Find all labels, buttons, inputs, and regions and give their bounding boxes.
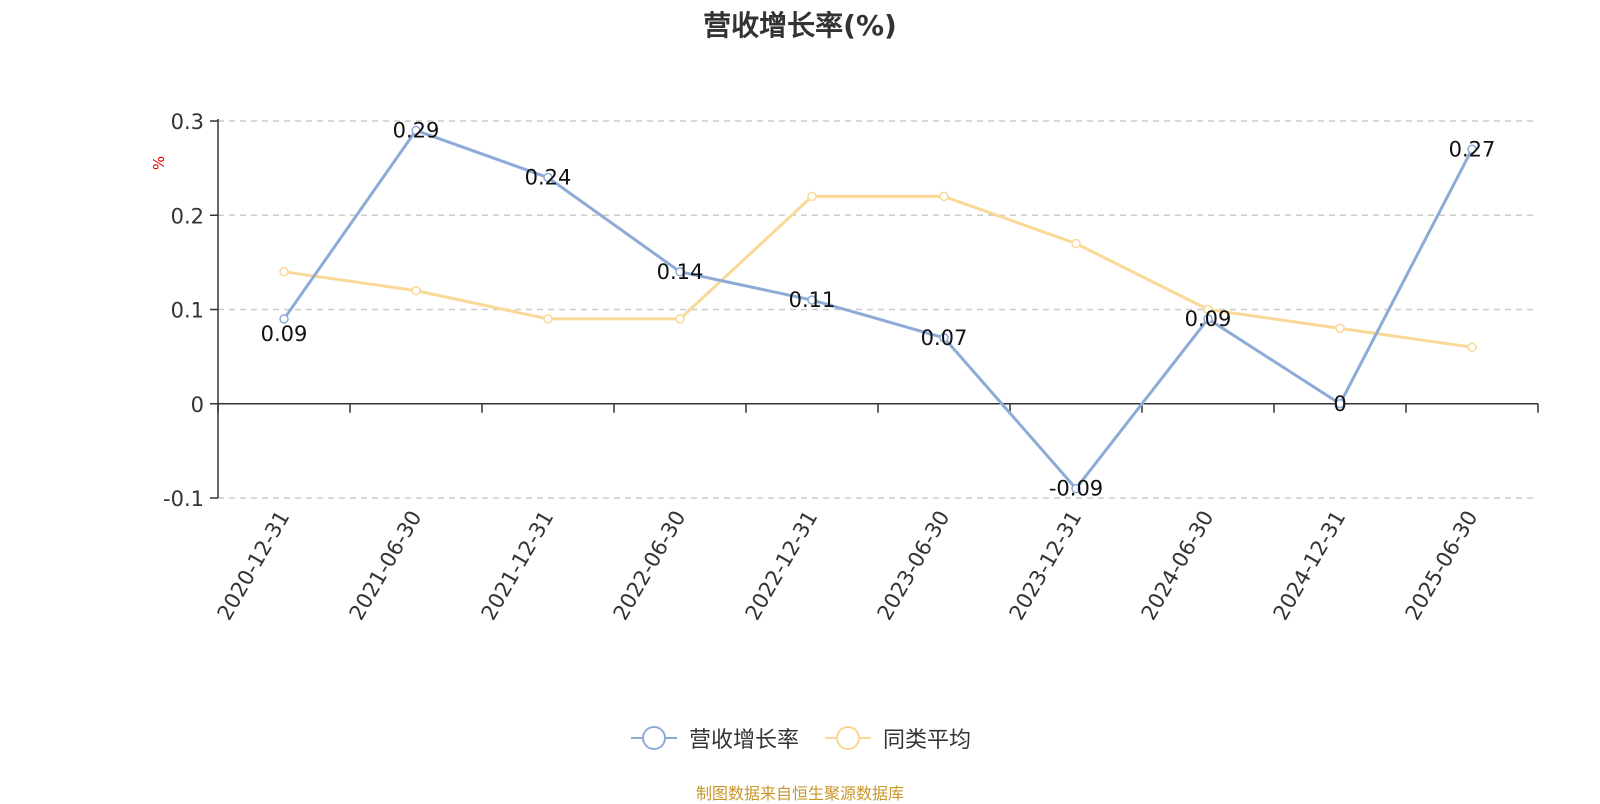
- data-point-1: [1335, 323, 1345, 334]
- data-label: 0.14: [657, 260, 704, 284]
- data-point-0: [807, 295, 817, 305]
- data-label: 0.27: [1449, 137, 1496, 161]
- x-tick-label: 2023-06-30: [873, 507, 955, 625]
- data-label: 0.24: [525, 166, 572, 190]
- data-point-1: [1467, 342, 1477, 352]
- chart-title: 营收增长率(%): [703, 9, 897, 42]
- data-point-0: [279, 314, 289, 324]
- x-tick-label: 2022-12-31: [741, 507, 823, 625]
- series-line-1: [283, 194, 1473, 349]
- legend-item-revenue-growth[interactable]: 营收增长率: [629, 722, 799, 754]
- data-label: -0.09: [1049, 477, 1103, 501]
- data-point-0: [1467, 144, 1477, 155]
- y-tick-label: 0.1: [171, 299, 204, 323]
- data-point-0: [939, 333, 949, 343]
- data-label: 0: [1333, 392, 1346, 416]
- y-tick-label: 0.2: [171, 204, 204, 228]
- data-point-0: [411, 125, 421, 136]
- legend-swatch-icon: [825, 726, 871, 750]
- x-tick-label: 2021-12-31: [477, 507, 559, 625]
- data-label: 0.11: [789, 288, 836, 312]
- y-tick-label: -0.1: [163, 487, 204, 511]
- data-point-1: [675, 314, 685, 324]
- legend-swatch-icon: [630, 726, 677, 750]
- data-point-0: [675, 267, 685, 277]
- data-point-1: [543, 314, 553, 324]
- y-tick-label: 0: [191, 393, 204, 417]
- data-label: 0.29: [393, 118, 440, 142]
- x-tick-label: 2020-12-31: [213, 507, 295, 625]
- x-tick-label: 2025-06-30: [1401, 507, 1483, 625]
- legend: 营收增长率 同类平均: [0, 722, 1600, 754]
- data-point-1: [1071, 238, 1081, 249]
- data-point-1: [939, 191, 949, 202]
- data-label: 0.09: [1185, 307, 1232, 331]
- data-point-1: [279, 267, 289, 277]
- data-point-0: [1203, 314, 1213, 324]
- x-tick-label: 2023-12-31: [1005, 507, 1087, 625]
- legend-label: 同类平均: [883, 728, 972, 753]
- x-tick-label: 2021-06-30: [345, 507, 427, 625]
- series-line-0: [282, 128, 1474, 491]
- legend-item-peer-average[interactable]: 同类平均: [823, 722, 971, 754]
- legend-label: 营收增长率: [688, 728, 799, 753]
- data-point-1: [807, 191, 817, 202]
- data-label: 0.09: [261, 322, 308, 346]
- data-point-0: [1335, 399, 1345, 409]
- data-point-1: [411, 285, 421, 296]
- source-footnote: 制图数据来自恒生聚源数据库: [695, 784, 904, 803]
- data-label: 0.07: [921, 326, 968, 350]
- data-point-0: [543, 172, 553, 183]
- y-axis-label: %: [150, 156, 168, 170]
- data-point-0: [1071, 483, 1081, 494]
- x-tick-label: 2024-12-31: [1269, 507, 1351, 625]
- x-tick-label: 2024-06-30: [1137, 507, 1219, 625]
- data-point-1: [1203, 304, 1213, 315]
- x-tick-label: 2022-06-30: [609, 507, 691, 625]
- y-tick-label: 0.3: [171, 110, 204, 134]
